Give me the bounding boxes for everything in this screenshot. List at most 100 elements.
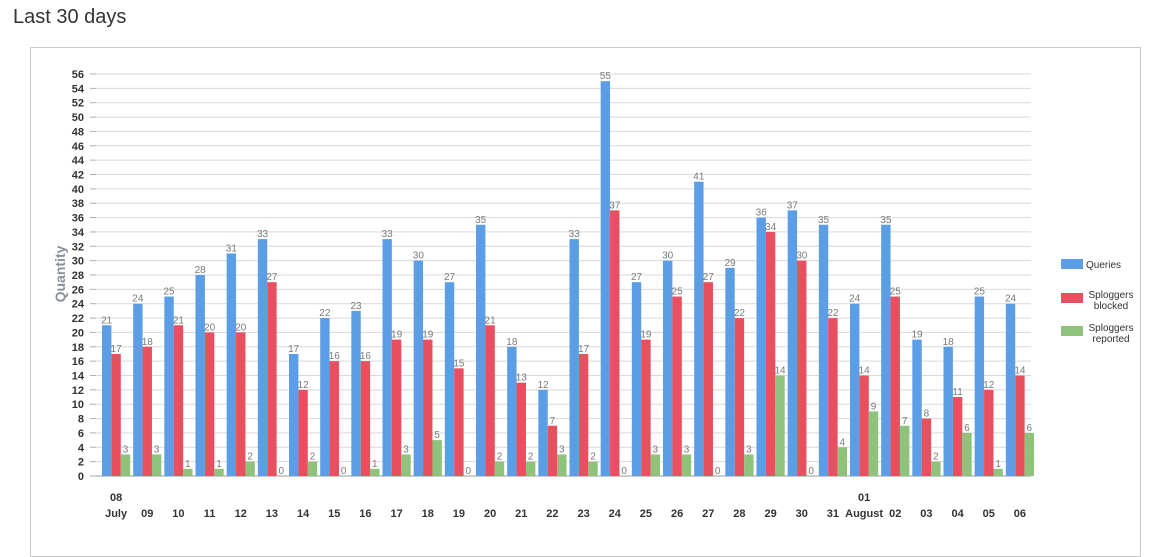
bar <box>173 325 184 476</box>
bar <box>360 361 371 476</box>
bar <box>899 425 910 476</box>
bar <box>725 267 735 476</box>
chart-frame: 0 2 4 6 8 10 12 14 16 18 20 22 24 26 28 30 32 34 36 38 40 42 4… <box>30 47 1141 557</box>
y-tick-label: 38 <box>72 198 84 210</box>
data-label: 12 <box>983 380 995 391</box>
x-tick-label: 14 <box>297 508 310 520</box>
x-tick-label: 24 <box>609 508 622 520</box>
y-tick-label: 52 <box>72 98 84 110</box>
x-tick-label: 08 <box>110 492 122 504</box>
x-tick-label: 10 <box>172 508 184 520</box>
y-tick-label: 40 <box>72 184 84 196</box>
legend-swatch <box>1061 326 1083 336</box>
x-tick-label: 31 <box>827 508 839 520</box>
data-label: 24 <box>849 294 861 305</box>
bar <box>257 239 268 476</box>
bar <box>569 239 579 476</box>
bar <box>756 217 766 477</box>
data-label: 18 <box>506 337 518 348</box>
bar <box>226 253 237 476</box>
bar <box>164 296 174 476</box>
y-tick-label: 34 <box>72 227 85 239</box>
y-tick-label: 10 <box>72 399 84 411</box>
bar <box>681 454 692 476</box>
y-tick-label: 36 <box>72 213 84 225</box>
y-axis-label: Quantity <box>52 245 68 302</box>
x-tick-label: 09 <box>141 508 153 520</box>
data-label: 35 <box>880 215 892 226</box>
y-tick-label: 20 <box>72 327 84 339</box>
x-tick-label: 11 <box>204 508 216 520</box>
x-tick-label: 27 <box>702 508 714 520</box>
data-label: 3 <box>653 444 659 455</box>
bar <box>320 318 330 476</box>
x-tick-label: 25 <box>640 508 652 520</box>
bar <box>298 389 308 476</box>
y-tick-label: 42 <box>72 170 84 182</box>
data-label: 22 <box>734 308 746 319</box>
x-tick-label: 26 <box>671 508 683 520</box>
y-tick-label: 2 <box>78 457 84 469</box>
y-tick-label: 8 <box>78 414 84 426</box>
bar <box>133 303 143 476</box>
bar <box>547 425 558 476</box>
data-label: 19 <box>391 330 403 341</box>
data-label: 13 <box>516 373 528 384</box>
data-label: 3 <box>123 444 129 455</box>
data-label: 2 <box>933 452 939 463</box>
data-label: 27 <box>444 272 456 283</box>
data-label: 3 <box>746 444 752 455</box>
data-label: 5 <box>434 430 440 441</box>
data-label: 19 <box>911 330 923 341</box>
data-label: 14 <box>859 366 871 377</box>
x-tick-label: 01 <box>858 492 870 504</box>
data-label: 18 <box>142 337 154 348</box>
x-tick-label: 12 <box>235 508 247 520</box>
data-label: 1 <box>185 459 191 470</box>
data-label: 6 <box>1027 423 1033 434</box>
data-label: 29 <box>724 258 736 269</box>
bar <box>837 447 848 476</box>
x-tick-label: 05 <box>983 508 995 520</box>
data-label: 35 <box>475 215 487 226</box>
data-label: 24 <box>132 294 144 305</box>
y-tick-label: 54 <box>72 83 85 95</box>
data-label: 2 <box>528 452 534 463</box>
data-label: 16 <box>360 351 372 362</box>
bar <box>744 454 754 476</box>
y-tick-label: 12 <box>72 385 84 397</box>
x-tick-label: 20 <box>484 508 496 520</box>
bar <box>672 296 682 476</box>
bar <box>391 339 402 476</box>
data-label: 1 <box>995 459 1001 470</box>
bar <box>850 303 860 476</box>
bar <box>943 346 953 476</box>
data-label: 22 <box>319 308 331 319</box>
bar <box>370 468 380 476</box>
x-month-label: July <box>105 508 128 520</box>
data-label: 23 <box>350 301 362 312</box>
x-tick-label: 06 <box>1014 508 1026 520</box>
x-tick-label: 03 <box>920 508 932 520</box>
bar <box>485 325 495 476</box>
data-label: 0 <box>341 466 347 477</box>
bar <box>734 318 745 476</box>
bar <box>413 260 424 476</box>
y-tick-label: 24 <box>72 299 85 311</box>
bar <box>881 224 891 476</box>
bar <box>516 382 526 476</box>
bar <box>663 260 673 476</box>
data-label: 3 <box>154 444 160 455</box>
bar <box>204 332 215 476</box>
data-label: 3 <box>403 444 409 455</box>
data-label: 2 <box>497 452 503 463</box>
data-label: 21 <box>485 315 497 326</box>
grid-layer <box>96 73 1031 477</box>
bar <box>1024 432 1035 476</box>
bar <box>214 468 224 476</box>
bar <box>868 411 879 476</box>
y-tick-label: 56 <box>72 69 84 81</box>
data-label: 27 <box>631 272 643 283</box>
data-label: 20 <box>204 322 216 333</box>
data-label: 33 <box>382 229 394 240</box>
